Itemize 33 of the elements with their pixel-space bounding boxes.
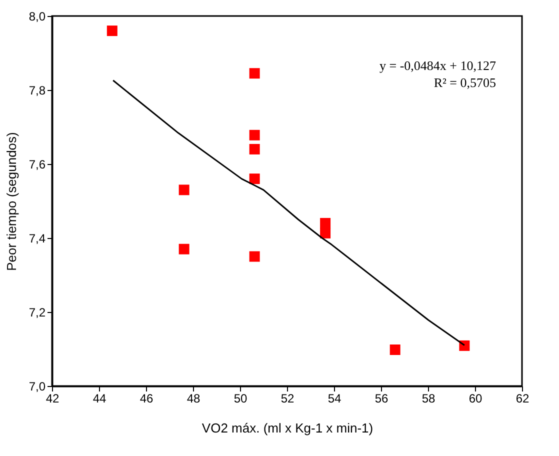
x-tick-label: 44 bbox=[92, 392, 106, 406]
point bbox=[178, 184, 190, 196]
point bbox=[249, 251, 260, 262]
x-tick-label: 42 bbox=[46, 392, 60, 406]
y-tick-label: 7,8 bbox=[28, 84, 46, 98]
x-tick-label: 50 bbox=[234, 392, 248, 406]
point bbox=[320, 228, 331, 238]
point bbox=[178, 244, 190, 254]
y-tick-label: 7,0 bbox=[28, 380, 46, 394]
point bbox=[249, 174, 260, 184]
point bbox=[320, 218, 331, 228]
y-axis-title: Peor tiempo (segundos) bbox=[4, 132, 19, 271]
annotation: R² = 0,5705 bbox=[434, 75, 496, 90]
point bbox=[106, 26, 118, 36]
x-tick-label: 62 bbox=[516, 392, 530, 406]
x-tick-label: 56 bbox=[374, 392, 388, 406]
y-tick-label: 7,4 bbox=[28, 232, 46, 246]
y-tick-label: 7,6 bbox=[28, 158, 46, 172]
x-tick-label: 58 bbox=[422, 392, 436, 406]
x-tick-label: 48 bbox=[186, 392, 200, 406]
point bbox=[249, 144, 260, 154]
x-axis-title: VO2 máx. (ml x Kg-1 x min-1) bbox=[202, 420, 374, 436]
point bbox=[249, 68, 260, 79]
annotation: y = -0,0484x + 10,127 bbox=[380, 58, 496, 73]
x-tick-label: 46 bbox=[140, 392, 154, 406]
point bbox=[390, 344, 400, 355]
point bbox=[249, 130, 260, 140]
y-tick-label: 8,0 bbox=[28, 10, 46, 24]
point bbox=[459, 340, 470, 351]
x-tick-label: 54 bbox=[328, 392, 342, 406]
y-tick-label: 7,2 bbox=[28, 306, 46, 320]
x-tick-label: 60 bbox=[468, 392, 482, 406]
x-tick-label: 52 bbox=[280, 392, 294, 406]
